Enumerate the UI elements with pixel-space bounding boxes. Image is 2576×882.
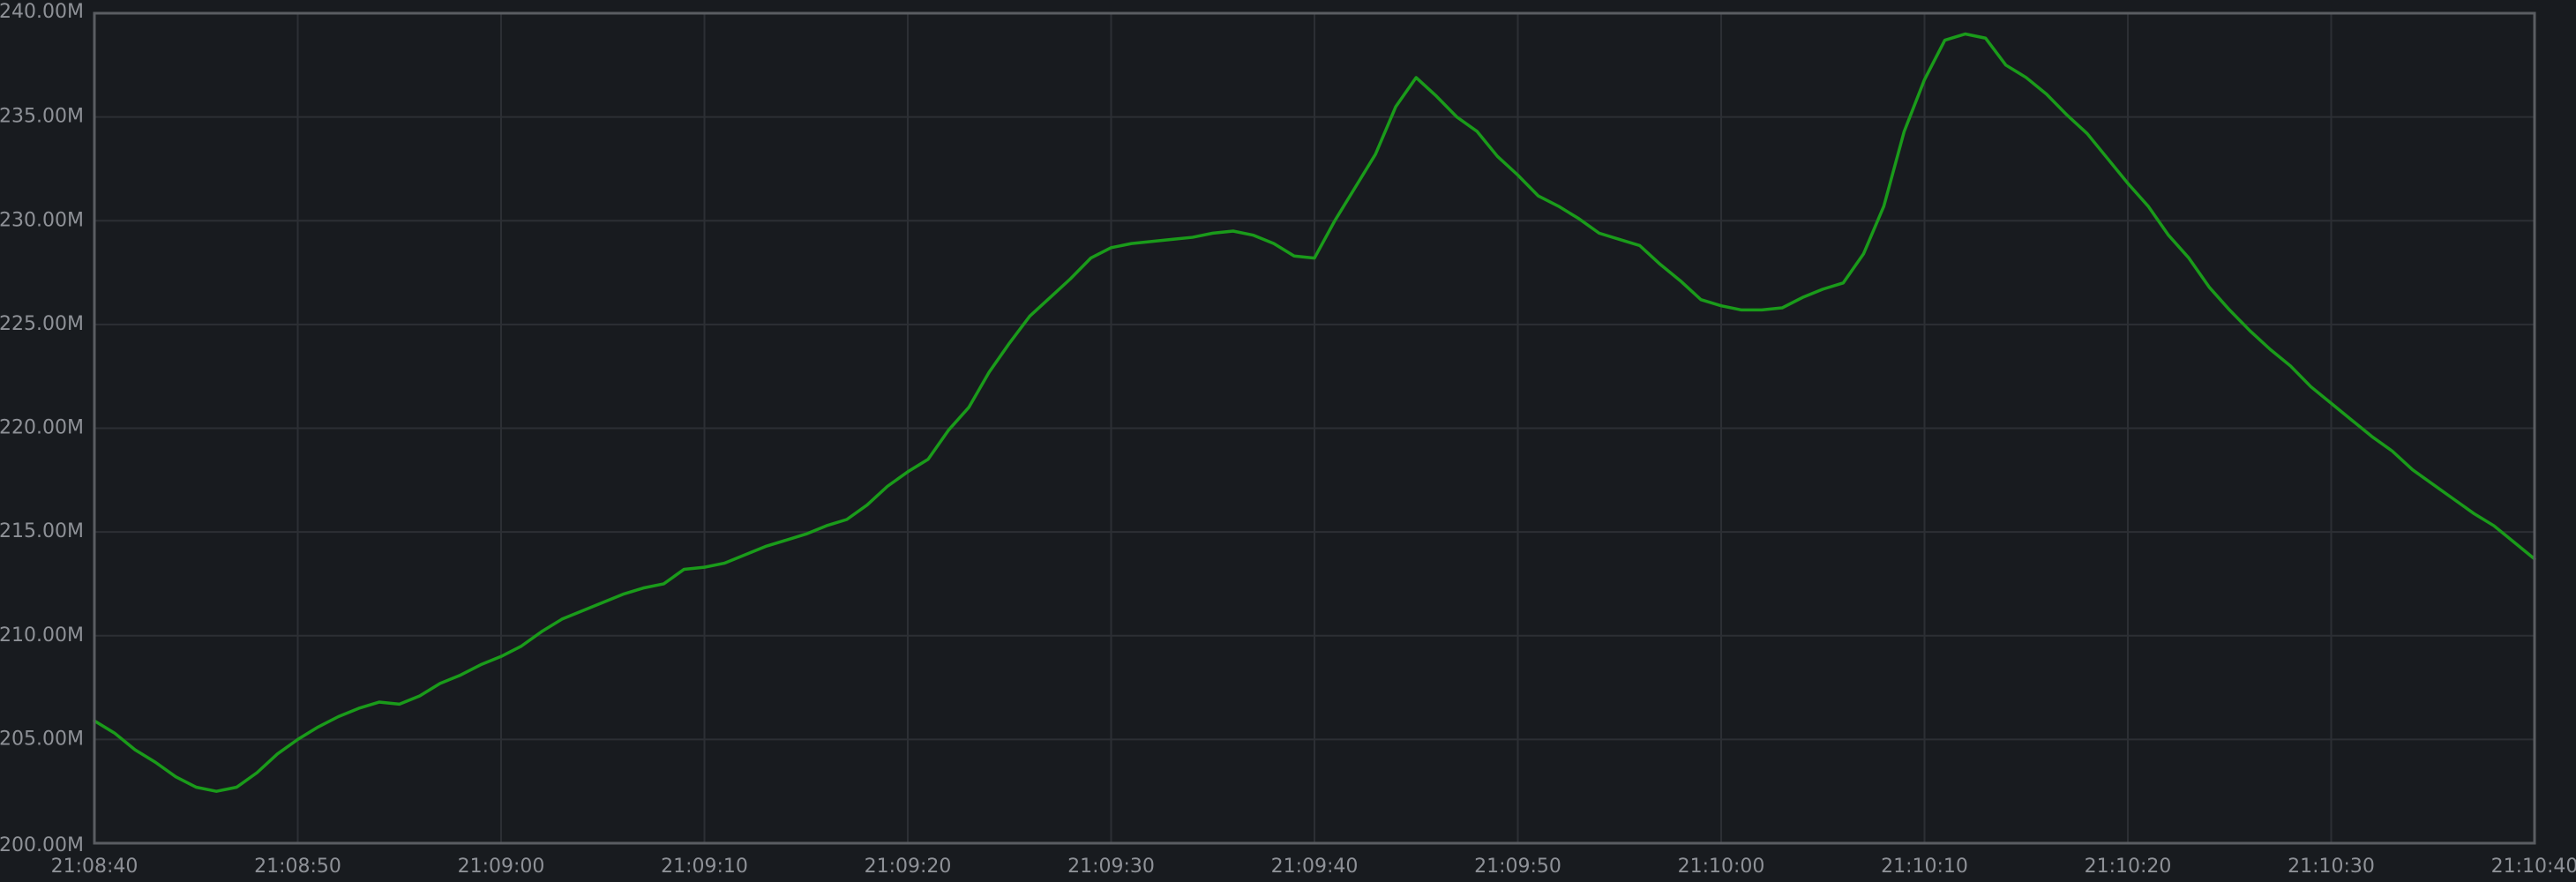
x-tick-label: 21:08:40 <box>51 856 139 878</box>
y-tick-label: 200.00M <box>0 834 84 856</box>
series-line-0 <box>93 32 2536 793</box>
x-tick-label: 21:08:50 <box>254 856 341 878</box>
x-axis-tick-labels: 21:08:40 21:08:50 21:09:00 21:09:10 21:09:20… <box>51 856 2576 878</box>
y-tick-label: 230.00M <box>0 209 84 231</box>
x-tick-label: 21:10:30 <box>2288 856 2375 878</box>
y-tick-label: 235.00M <box>0 106 84 128</box>
series-layer <box>93 32 2536 793</box>
y-tick-label: 205.00M <box>0 728 84 750</box>
x-tick-label: 21:09:00 <box>458 856 545 878</box>
y-tick-label: 220.00M <box>0 417 84 439</box>
x-tick-label: 21:09:10 <box>661 856 748 878</box>
y-tick-label: 225.00M <box>0 313 84 335</box>
x-tick-label: 21:10:10 <box>1881 856 1968 878</box>
x-tick-label: 21:09:50 <box>1474 856 1561 878</box>
x-tick-label: 21:10:20 <box>2085 856 2172 878</box>
x-tick-label: 21:09:20 <box>865 856 952 878</box>
y-axis-tick-labels: 200.00M 205.00M 210.00M 215.00M 220.00M 225.0… <box>0 1 84 856</box>
x-tick-label: 21:09:40 <box>1271 856 1359 878</box>
y-tick-label: 210.00M <box>0 624 84 647</box>
y-tick-label: 215.00M <box>0 520 84 542</box>
x-tick-label: 21:09:30 <box>1067 856 1155 878</box>
plot-frame <box>93 11 2536 845</box>
grid-lines <box>94 12 2535 844</box>
y-tick-label: 240.00M <box>0 1 84 23</box>
x-tick-label: 21:10:00 <box>1678 856 1765 878</box>
x-tick-label: 21:10:40 <box>2491 856 2576 878</box>
